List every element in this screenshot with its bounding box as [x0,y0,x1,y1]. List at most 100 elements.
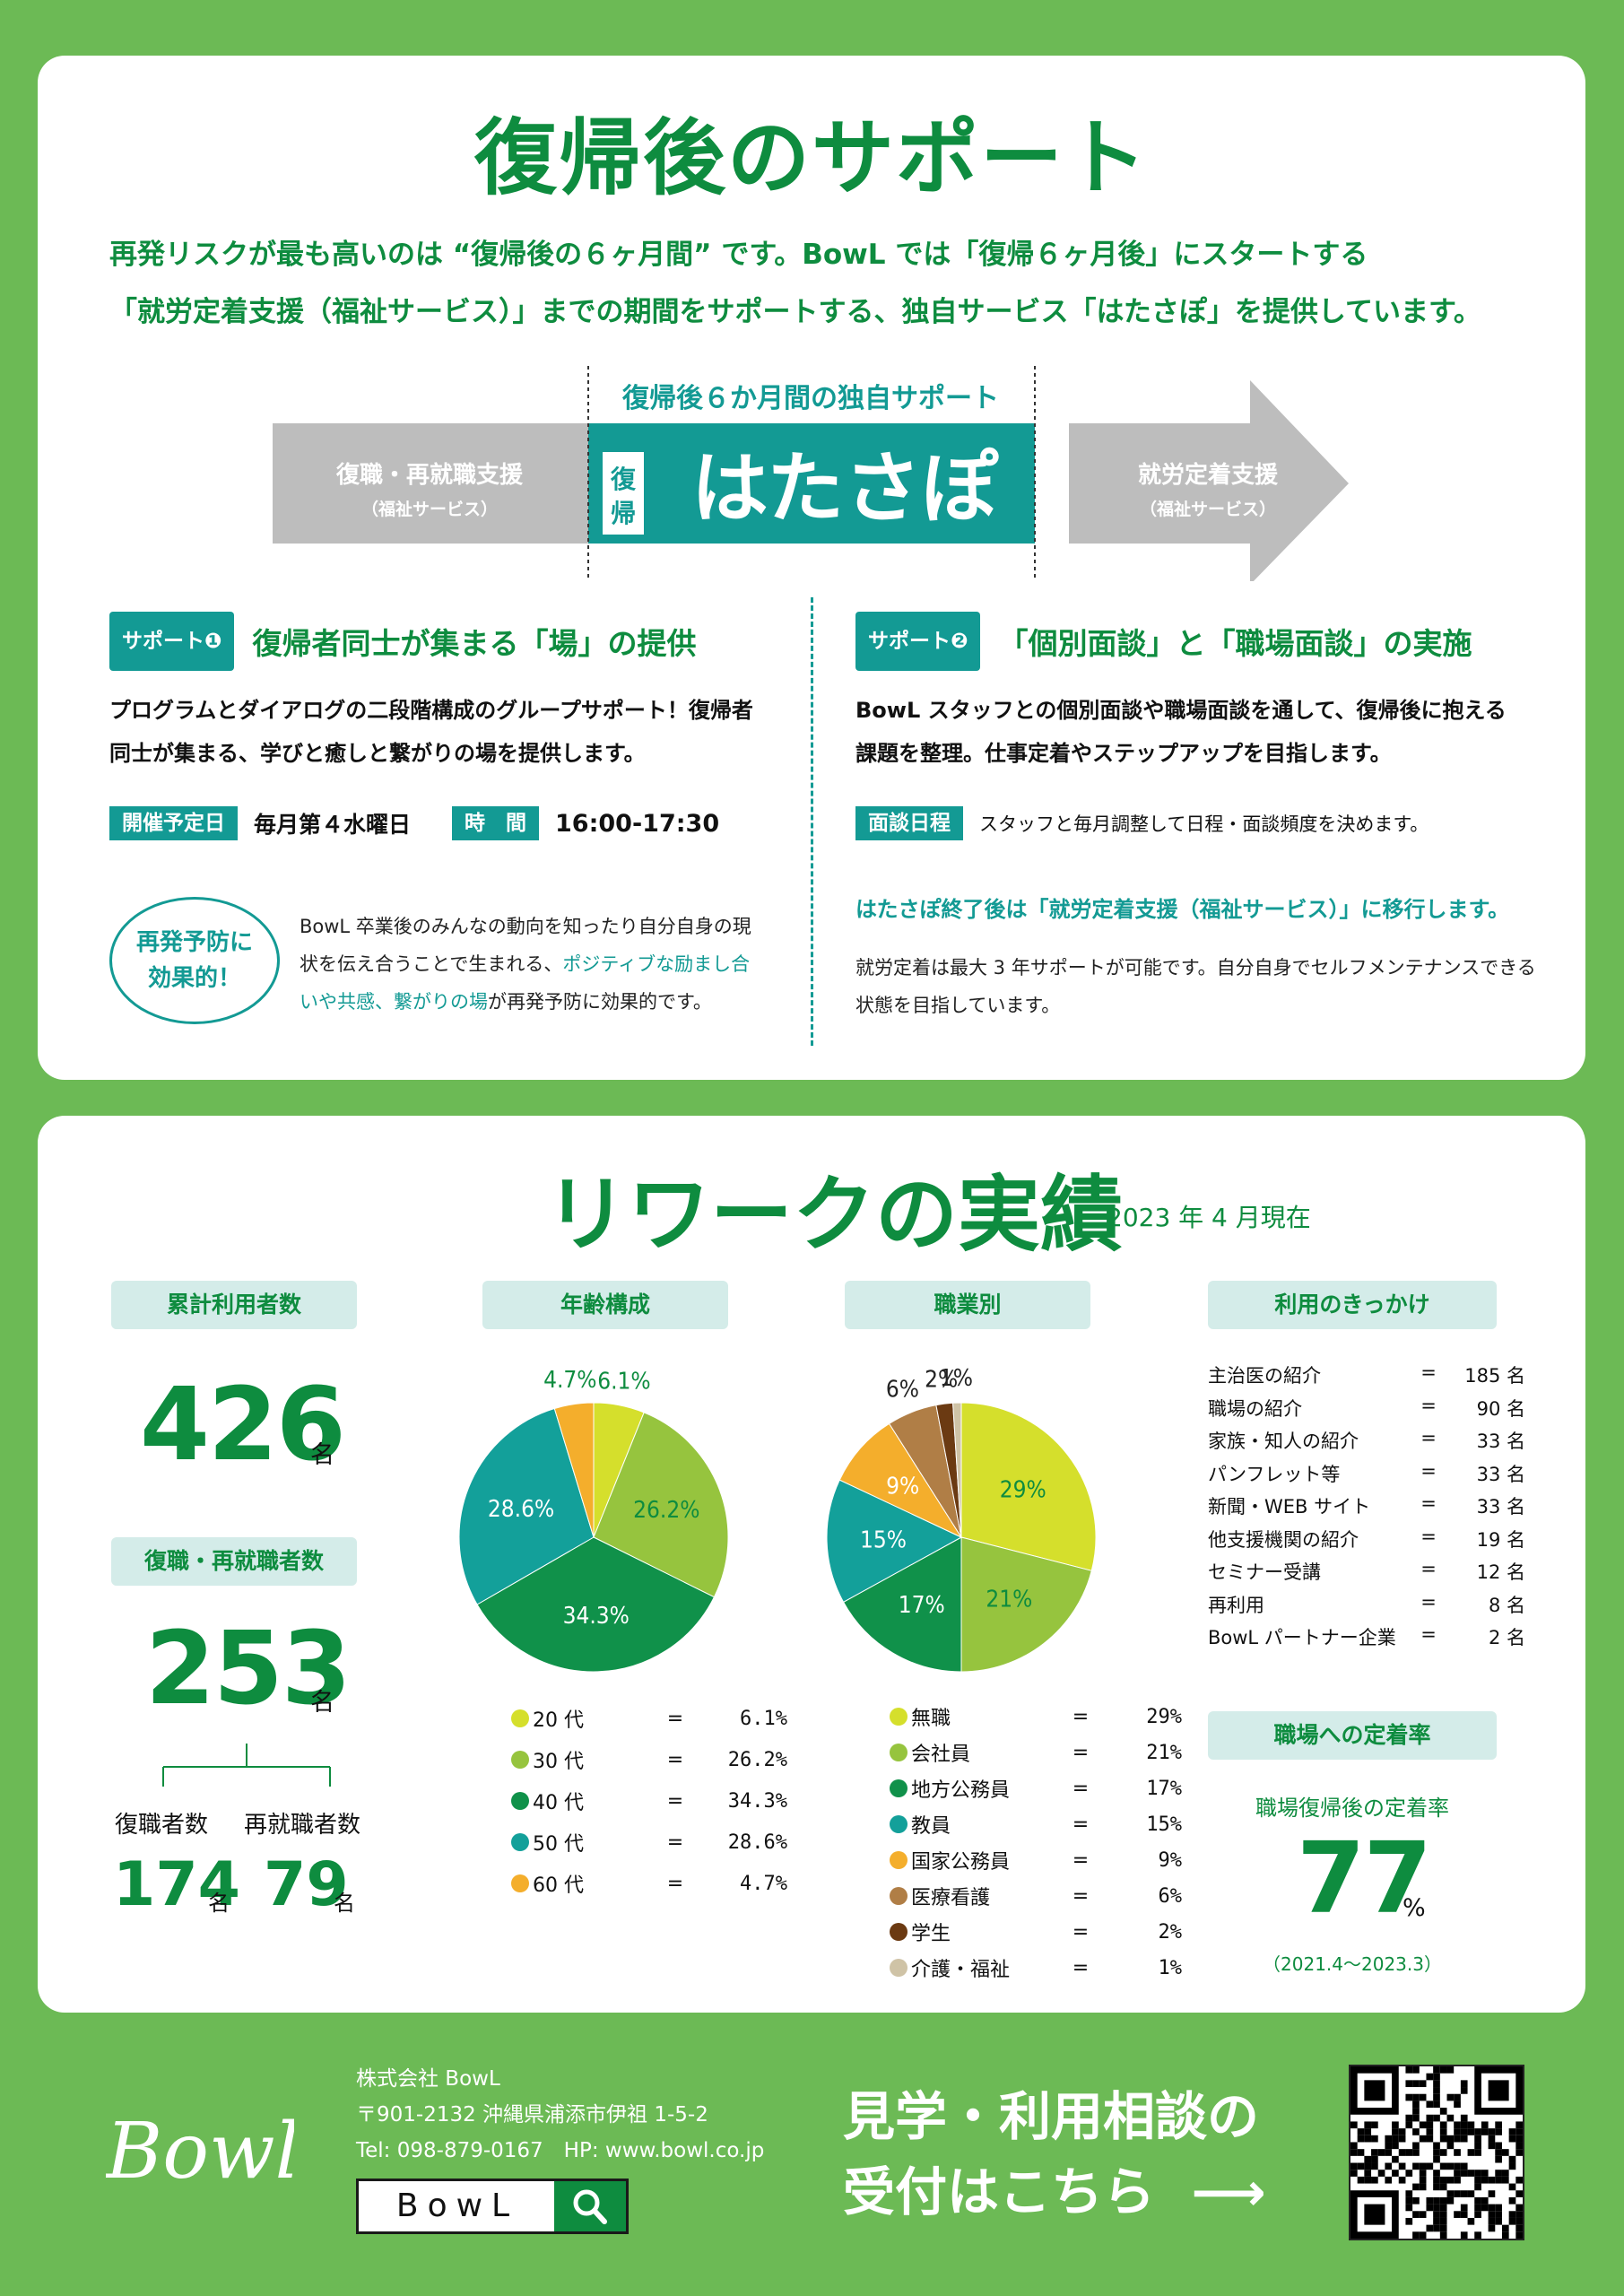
effect-label-2: 効果的！ [147,965,241,992]
support-2-badge: サポート❷ [855,612,981,671]
support-2-header: サポート❷ 「個別面談」と「職場面談」の実施 [855,610,1555,673]
total-users-unit: 名 [310,1441,334,1469]
search-icon [573,2189,607,2224]
age-row-legend-item: 60 代 = 4.7% [511,1869,787,1898]
search-text: BowL [395,2187,519,2224]
search-button[interactable] [554,2181,626,2231]
legend-value: 4.7% [740,1872,787,1895]
legend-eq: = [666,1872,684,1895]
age-slice-4 [553,1402,595,1538]
age-header: 年齢構成 [482,1281,728,1329]
cta-line-2-text: 受付はこちら [843,2161,1156,2222]
reemployed-unit: 名 [310,1689,334,1717]
company-contact: Tel: 098-879-0167 HP: www.bowl.co.jp [356,2139,765,2162]
reason-name: 職場の紹介 [1208,1397,1302,1420]
job-row-legend-item: 教員 = 15% [890,1810,1182,1839]
legend-value: 26.2% [727,1748,787,1771]
qr-code-image [1350,2066,1523,2239]
legend-dot [890,1779,908,1797]
legend-dot [890,1887,908,1905]
flow-left-block [273,423,595,544]
age-label-0: 6.1% [597,1368,650,1395]
reason-name: 新聞・WEB サイト [1208,1496,1371,1518]
reason-name: 主治医の紹介 [1208,1365,1321,1387]
contact-cta[interactable]: 見学・利用相談の 受付はこちら ⟶ [843,2079,1266,2230]
age-slice-1 [593,1412,729,1598]
job-label-5: 6% [886,1376,919,1403]
hatasapo-label: はたさぽ [691,444,999,534]
legend-name: 20 代 [533,1709,584,1732]
total-users-header: 累計利用者数 [111,1281,357,1329]
effect-text-a: BowL 卒業後のみんなの動向を知ったり自分自身の現状を伝え合うことで生まれる、 [300,916,751,975]
reason-value: 19 名 [1476,1528,1525,1551]
column-divider [811,597,813,1046]
job-header: 職業別 [845,1281,1090,1329]
reemployed-value: 253 [145,1611,352,1727]
job-slice-7 [952,1402,962,1538]
legend-dot [890,1744,908,1761]
legend-value: 17% [1146,1777,1182,1800]
interview-tag: 面談日程 [855,806,963,840]
reason-item: 家族・知人の紹介 = 33 名 [1208,1427,1525,1454]
legend-eq: = [666,1831,684,1854]
legend-eq: = [1072,1848,1090,1872]
support-1-body: プログラムとダイアログの二段階構成のグループサポート！復帰者同士が集まる、学びと… [109,698,753,766]
intro-line-2: 「就労定着支援（福祉サービス）」までの期間をサポートする、独自サービス「はたさぽ… [109,296,1481,328]
job-pie-chart: 29% 21% 17% 15% 9% 6% 2%1% [827,1365,1097,1673]
qr-code[interactable] [1349,2065,1524,2240]
after-description: 就労定着は最大 3 年サポートが可能です。自分自身でセルフメンテナンスできる状態… [855,957,1536,1016]
intro-line-1: 再発リスクが最も高いのは “復帰後の６ヶ月間” です。BowL では「復帰６ヶ月… [109,239,1368,271]
flow-left-label: 復職・再就職支援 [335,461,524,489]
reason-item: 主治医の紹介 = 185 名 [1208,1361,1525,1388]
legend-dot [890,1959,908,1977]
reason-name: 他支援機関の紹介 [1208,1528,1359,1551]
reason-eq: = [1420,1558,1437,1579]
legend-name: 介護・福祉 [911,1959,1011,1981]
reason-item: BowL パートナー企業 = 2 名 [1208,1623,1525,1650]
effect-text-b: が再発予防に効果的です。 [488,991,712,1013]
legend-value: 28.6% [727,1831,787,1854]
support-section: 復帰後のサポート 再発リスクが最も高いのは “復帰後の６ヶ月間” です。BowL… [38,56,1585,1080]
legend-dot [511,1792,529,1810]
reason-eq: = [1420,1361,1437,1383]
flow-caption: 復帰後６か月間の独自サポート [621,383,999,414]
schedule-tag: 開催予定日 [109,806,238,840]
legend-eq: = [1072,1741,1090,1764]
legend-dot [511,1751,529,1769]
job-slice-0 [960,1402,1097,1571]
support-title: 復帰後のサポート [473,110,1149,206]
legend-dot [511,1874,529,1892]
age-label-3: 28.6% [488,1496,554,1523]
reason-item: 他支援機関の紹介 = 19 名 [1208,1526,1525,1552]
reason-item: 職場の紹介 = 90 名 [1208,1395,1525,1422]
legend-name: 医療看護 [911,1887,991,1909]
legend-name: 60 代 [533,1874,584,1897]
age-label-4: 4.7% [543,1367,596,1394]
time-tag: 時 間 [452,806,540,840]
age-slice-2 [476,1536,716,1673]
legend-value: 21% [1146,1741,1182,1764]
age-row-legend-item: 40 代 = 34.3% [511,1787,787,1815]
reason-eq: = [1420,1394,1437,1416]
reason-value: 2 名 [1488,1627,1525,1648]
age-label-1: 26.2% [633,1497,699,1524]
reason-eq: = [1420,1459,1437,1482]
job-label-0: 29% [1000,1477,1046,1504]
arrow-right-icon: ⟶ [1191,2161,1266,2222]
logo-text: Bowl [106,2107,294,2196]
legend-name: 国家公務員 [911,1851,1011,1874]
reason-item: 再利用 = 8 名 [1208,1591,1525,1618]
search-box[interactable]: BowL [356,2179,629,2234]
support-intro: 再発リスクが最も高いのは “復帰後の６ヶ月間” です。BowL では「復帰６ヶ月… [109,226,1544,341]
legend-eq: = [1072,1884,1090,1908]
retention-period: （2021.4～2023.3） [1263,1953,1442,1975]
age-row-legend-item: 30 代 = 26.2% [511,1745,787,1774]
retention-header: 職場への定着率 [1208,1711,1497,1760]
return-value: 174 [113,1849,240,1920]
legend-name: 30 代 [533,1751,584,1773]
retention-unit: % [1403,1894,1426,1922]
time-value: 16:00-17:30 [555,809,720,838]
legend-value: 29% [1146,1705,1182,1728]
flow-left-sub: （福祉サービス） [361,499,498,519]
legend-value: 6% [1158,1884,1183,1908]
